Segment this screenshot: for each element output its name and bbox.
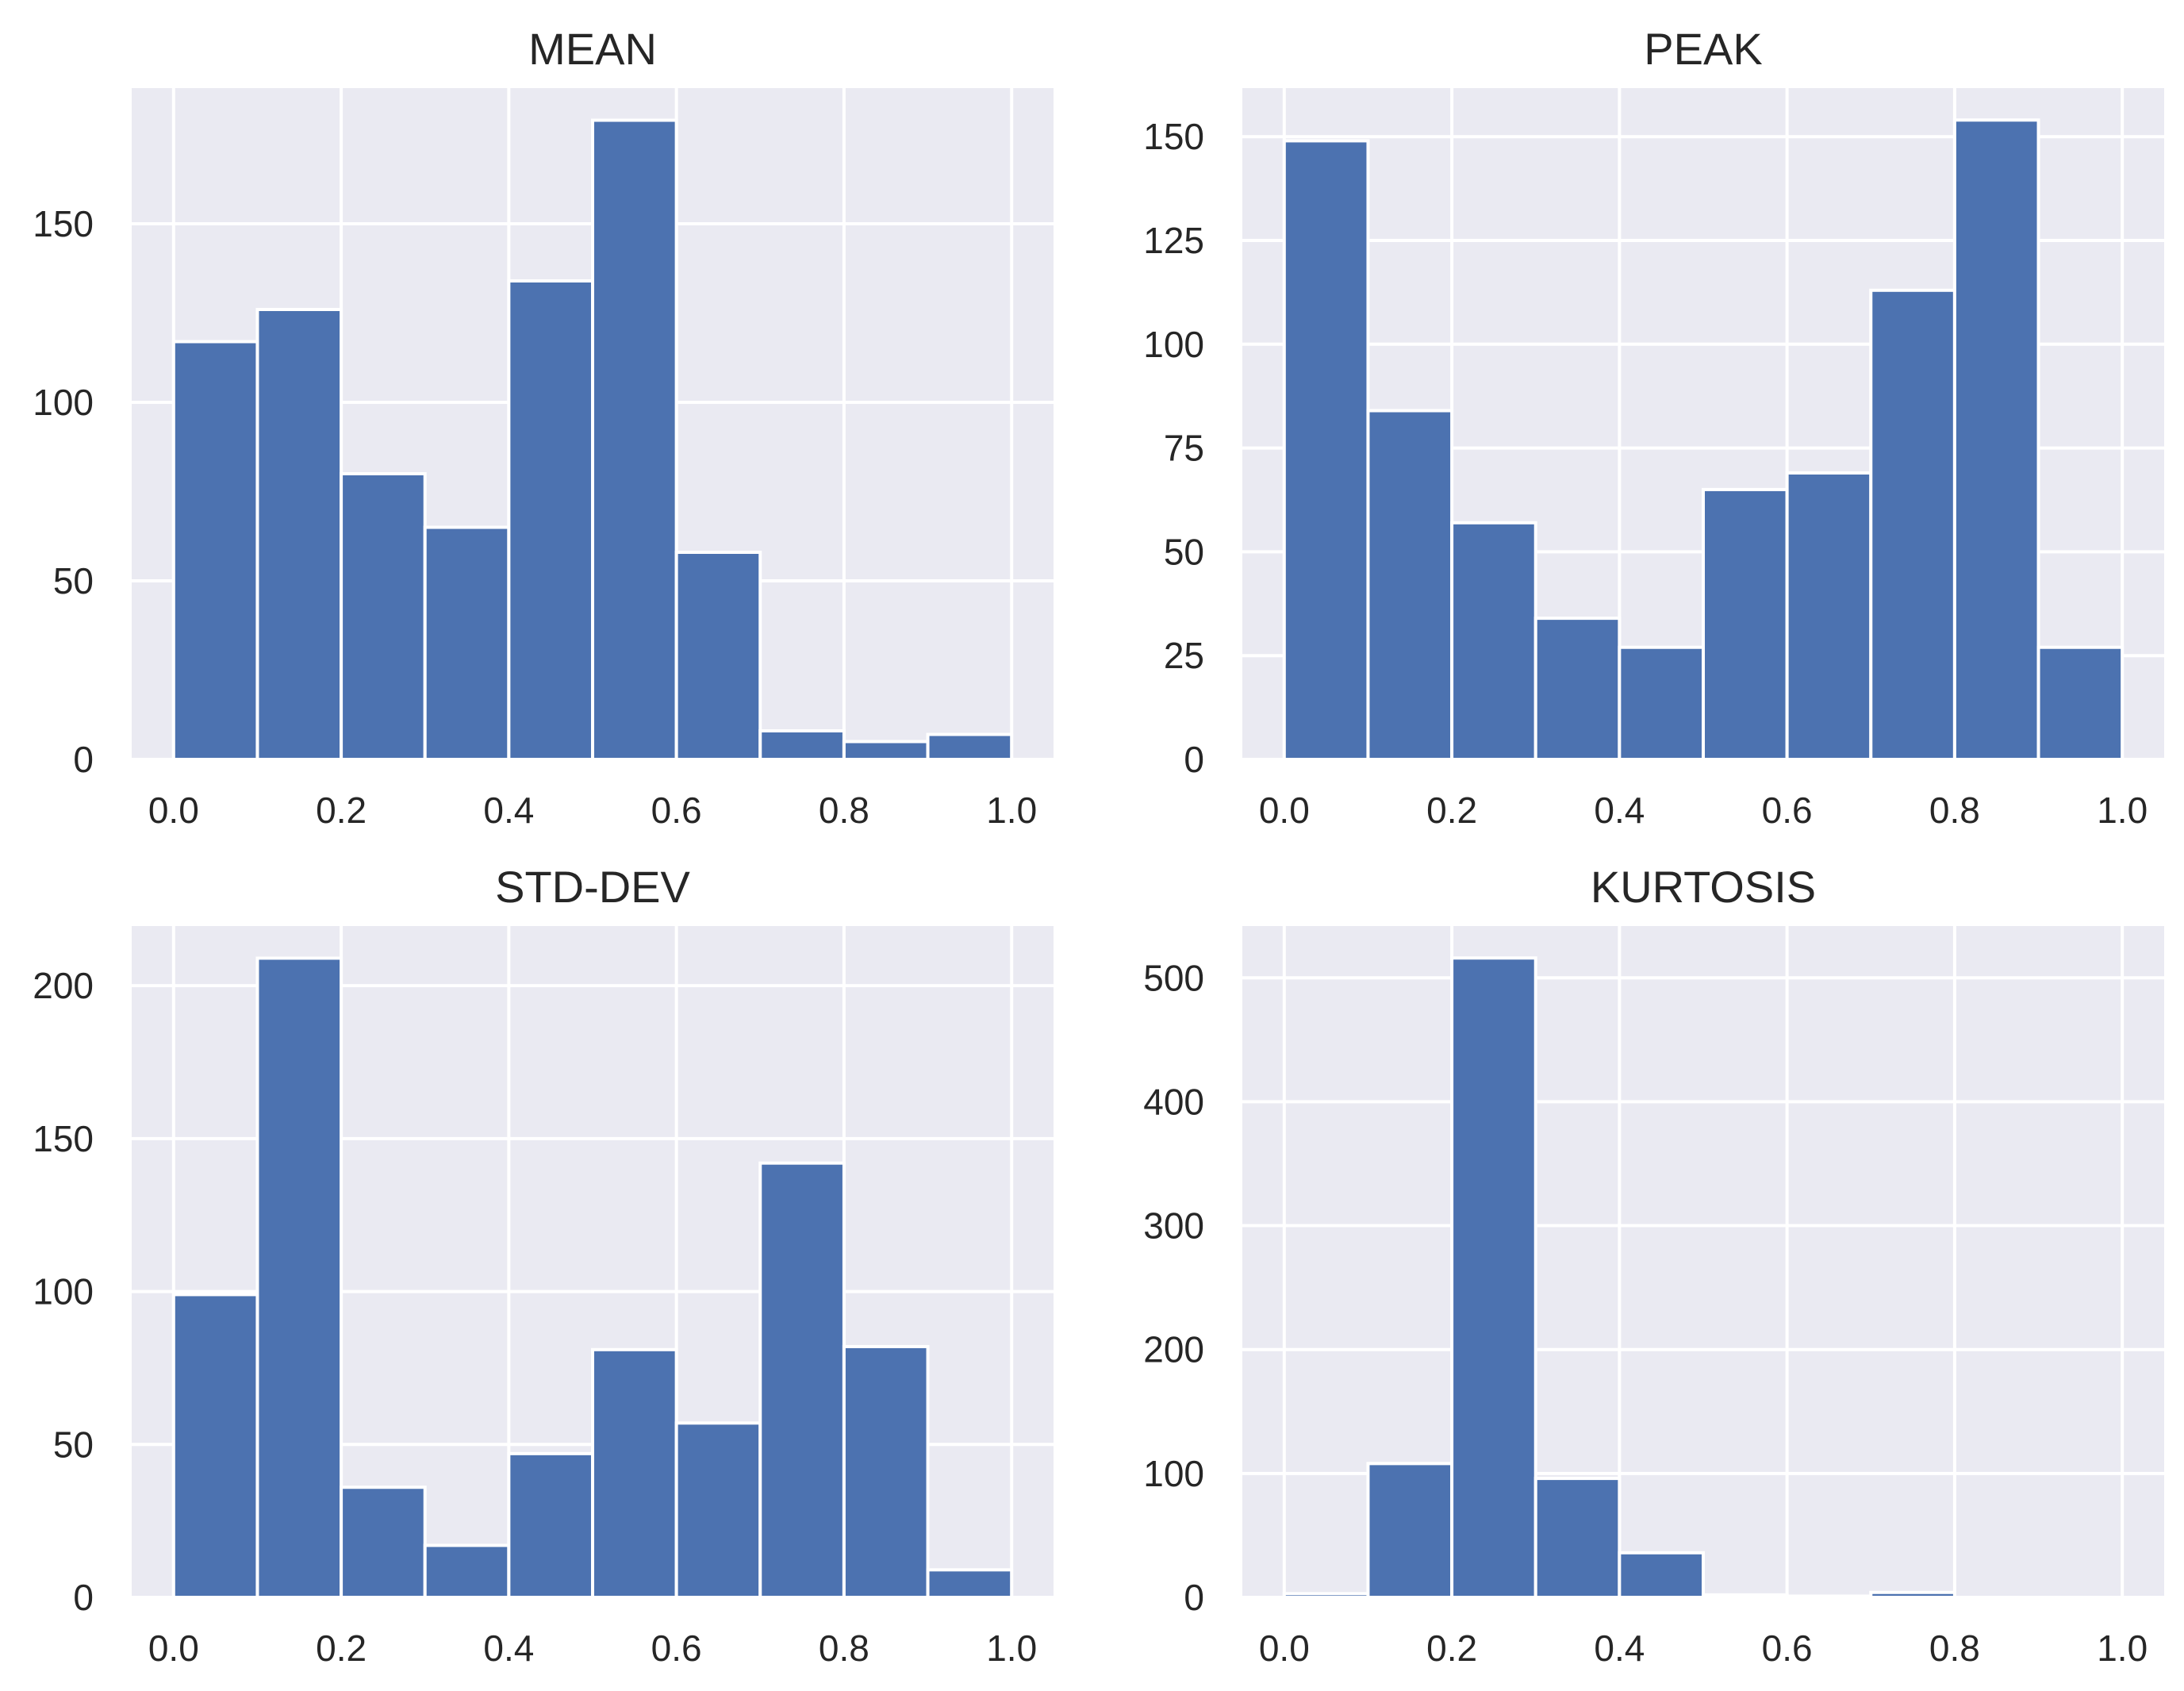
peak-bar: [1533, 617, 1622, 762]
std-dev-y-tick-label: 0: [73, 1577, 94, 1618]
peak-x-tick-label: 0.0: [1259, 790, 1310, 831]
peak-y-tick-label: 25: [1164, 635, 1204, 676]
kurtosis-bar: [1450, 956, 1537, 1600]
kurtosis-bar: [1533, 1477, 1622, 1599]
std-dev-bar: [340, 1485, 427, 1599]
std-dev-bar: [255, 956, 344, 1599]
std-dev-chart-title: STD-DEV: [495, 862, 690, 912]
mean-bar: [758, 729, 846, 761]
mean-chart-title: MEAN: [528, 24, 657, 74]
std-dev-x-tick-label: 0.4: [483, 1628, 534, 1669]
mean-bar: [423, 525, 511, 761]
std-dev-bar: [674, 1421, 762, 1600]
peak-chart-title: PEAK: [1644, 24, 1762, 74]
std-dev-y-tick-label: 150: [33, 1118, 94, 1159]
kurtosis-y-tick-label: 200: [1143, 1329, 1204, 1370]
mean-bar: [255, 308, 344, 761]
kurtosis-chart-title: KURTOSIS: [1591, 862, 1816, 912]
kurtosis-y-tick-label: 100: [1143, 1453, 1204, 1494]
peak-bar: [1366, 409, 1454, 761]
mean-bar: [171, 340, 259, 761]
peak-histogram-panel: PEAK 0.0 0.2 0.4 0.6 0.8 1.0 0 25 50 75 100 125 150: [1143, 24, 2164, 831]
peak-bar: [1785, 471, 1873, 762]
mean-bar: [926, 732, 1014, 761]
mean-bar: [507, 279, 595, 761]
std-dev-bar: [171, 1293, 259, 1600]
kurtosis-bar: [1618, 1551, 1706, 1599]
peak-x-tick-label: 0.6: [1762, 790, 1813, 831]
peak-y-tick-label: 100: [1143, 324, 1204, 365]
std-dev-x-tick-label: 0.6: [651, 1628, 702, 1669]
kurtosis-bar: [1282, 1592, 1370, 1600]
peak-x-tick-label: 0.8: [1929, 790, 1980, 831]
mean-y-tick-label: 50: [53, 560, 94, 601]
peak-y-tick-label: 50: [1164, 531, 1204, 572]
std-dev-x-tick-label: 0.0: [148, 1628, 199, 1669]
kurtosis-y-tick-label: 400: [1143, 1081, 1204, 1122]
std-dev-y-tick-label: 200: [33, 965, 94, 1006]
std-dev-bar: [926, 1568, 1014, 1600]
kurtosis-histogram-panel: KURTOSIS 0.0 0.2 0.4 0.6 0.8 1.0 0 100 200 300 400 5…: [1143, 862, 2164, 1669]
peak-x-tick-label: 0.4: [1594, 790, 1645, 831]
kurtosis-x-tick-label: 0.8: [1929, 1628, 1980, 1669]
peak-x-tick-label: 1.0: [2097, 790, 2148, 831]
peak-x-tick-label: 0.2: [1426, 790, 1477, 831]
std-dev-x-tick-label: 0.2: [316, 1628, 367, 1669]
std-dev-x-tick-label: 0.8: [819, 1628, 869, 1669]
peak-bar: [1952, 118, 2040, 762]
mean-bar: [591, 118, 678, 761]
mean-x-tick-label: 0.0: [148, 790, 199, 831]
mean-bar: [340, 472, 427, 761]
std-dev-bar: [423, 1543, 511, 1600]
mean-bar: [842, 740, 930, 761]
mean-histogram-panel: MEAN 0.0 0.2 0.4 0.6 0.8 1.0 0 50 100 150: [33, 24, 1054, 831]
std-dev-y-tick-label: 100: [33, 1271, 94, 1312]
std-dev-bar: [591, 1347, 678, 1600]
mean-bar: [674, 551, 762, 761]
mean-x-tick-label: 0.2: [316, 790, 367, 831]
kurtosis-bar: [1366, 1462, 1454, 1600]
mean-x-tick-label: 0.8: [819, 790, 869, 831]
mean-y-tick-label: 150: [33, 203, 94, 244]
std-dev-x-tick-label: 1.0: [986, 1628, 1037, 1669]
peak-y-tick-label: 150: [1143, 116, 1204, 157]
kurtosis-y-tick-label: 500: [1143, 957, 1204, 998]
mean-x-tick-label: 0.6: [651, 790, 702, 831]
kurtosis-bar: [1869, 1590, 1956, 1599]
kurtosis-x-tick-label: 1.0: [2097, 1628, 2148, 1669]
kurtosis-bar: [1702, 1593, 1789, 1599]
peak-bar: [1869, 288, 1956, 761]
peak-bar: [1282, 139, 1370, 762]
mean-y-tick-label: 100: [33, 382, 94, 423]
peak-bar: [2036, 645, 2125, 761]
peak-y-tick-label: 0: [1184, 739, 1204, 780]
kurtosis-y-tick-label: 300: [1143, 1205, 1204, 1247]
kurtosis-x-tick-label: 0.4: [1594, 1628, 1645, 1669]
kurtosis-bar: [1785, 1594, 1873, 1600]
peak-y-tick-label: 75: [1164, 428, 1204, 469]
peak-bar: [1702, 487, 1789, 761]
kurtosis-x-tick-label: 0.2: [1426, 1628, 1477, 1669]
peak-y-tick-label: 125: [1143, 220, 1204, 261]
std-dev-histogram-panel: STD-DEV 0.0 0.2 0.4 0.6 0.8 1.0 0 50 100 150 200: [33, 862, 1054, 1669]
std-dev-bar: [758, 1161, 846, 1599]
mean-x-tick-label: 1.0: [986, 790, 1037, 831]
std-dev-bar: [842, 1344, 930, 1600]
peak-bar: [1450, 521, 1537, 761]
std-dev-bar: [507, 1451, 595, 1599]
std-dev-y-tick-label: 50: [53, 1424, 94, 1465]
kurtosis-x-tick-label: 0.6: [1762, 1628, 1813, 1669]
mean-y-tick-label: 0: [73, 739, 94, 780]
kurtosis-y-tick-label: 0: [1184, 1577, 1204, 1618]
mean-x-tick-label: 0.4: [483, 790, 534, 831]
kurtosis-x-tick-label: 0.0: [1259, 1628, 1310, 1669]
peak-bar: [1618, 645, 1706, 761]
